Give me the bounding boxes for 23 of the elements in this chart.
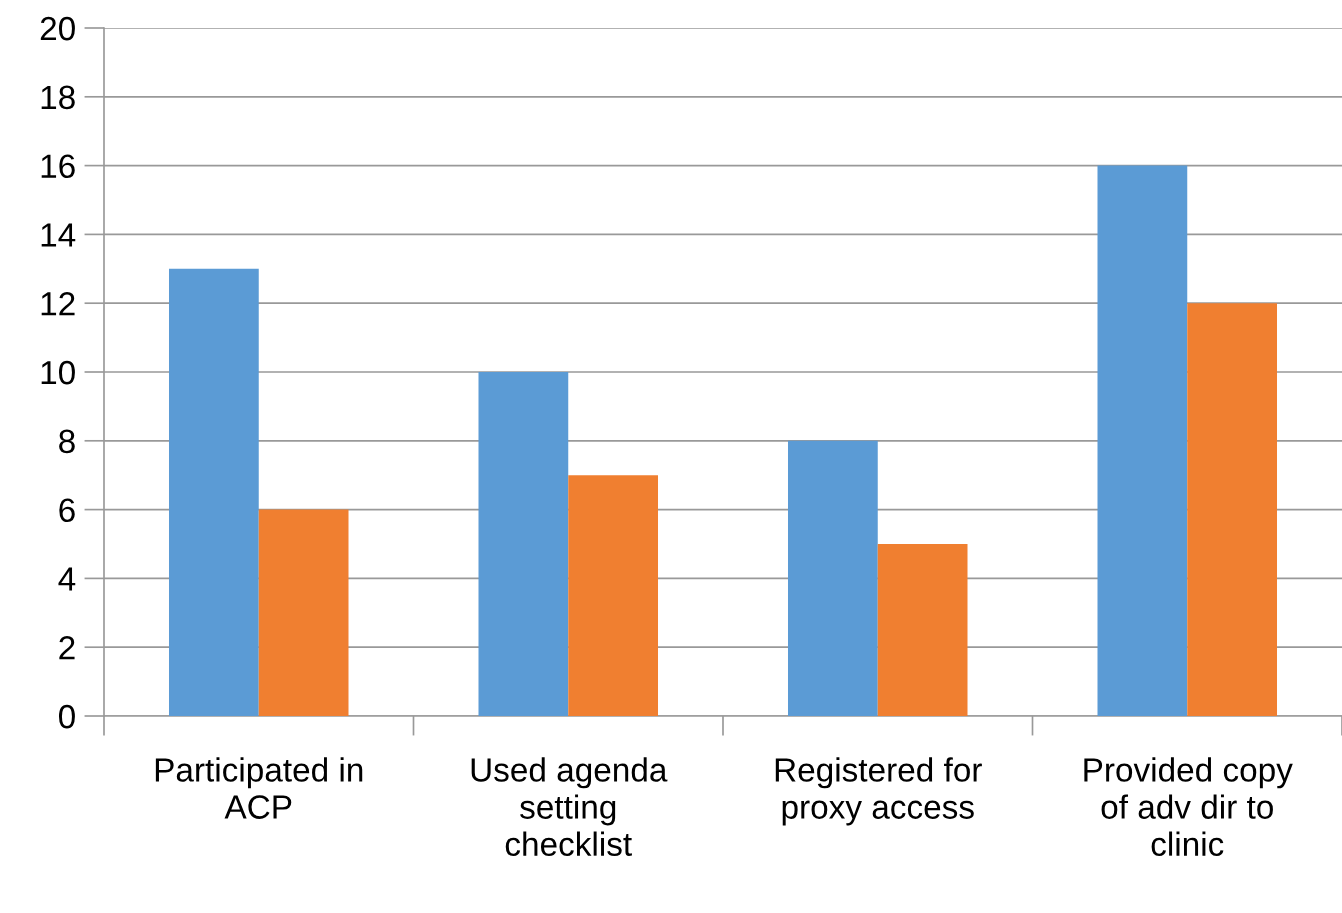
bar [169, 268, 259, 716]
y-tick-label: 0 [58, 704, 75, 729]
y-tick-label: 12 [41, 292, 75, 316]
y-tick-label: 16 [41, 154, 75, 179]
y-tick-label: 10 [41, 360, 75, 385]
y-tick-label: 18 [41, 85, 75, 110]
bar [1097, 165, 1188, 716]
x-tick-label: Used agenda setting checklist [471, 757, 668, 856]
bar [478, 372, 569, 716]
y-tick-label: 8 [59, 429, 75, 454]
y-tick-label: 4 [58, 567, 76, 591]
x-tick-label: Participated in ACP [155, 757, 363, 819]
y-tick-label: 6 [59, 498, 75, 523]
x-tick-label: Provided copy of adv dir to clinic [1084, 757, 1293, 856]
bar [258, 509, 349, 716]
x-tick-label: Registered for proxy access [775, 757, 982, 826]
y-tick-label: 20 [40, 16, 75, 41]
bar [788, 440, 878, 716]
bar [1187, 303, 1278, 716]
bar [877, 544, 968, 716]
y-tick-label: 2 [59, 636, 75, 660]
bar [568, 475, 659, 716]
y-tick-label: 14 [41, 223, 76, 247]
